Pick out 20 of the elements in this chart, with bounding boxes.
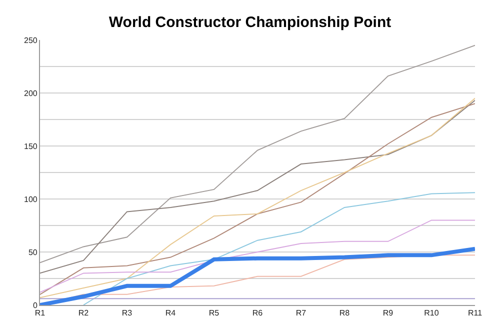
y-tick-label: 0	[32, 300, 38, 310]
line-series	[83, 192, 475, 305]
x-tick-label: R6	[252, 308, 264, 318]
x-tick-label: R9	[382, 308, 394, 318]
x-tick-label: R5	[208, 308, 220, 318]
y-tick-label: 50	[28, 248, 38, 257]
x-tick-label: R8	[339, 308, 350, 318]
y-tick-label: 250	[24, 36, 38, 45]
line-series	[40, 220, 475, 293]
x-tick-label: R3	[122, 308, 133, 318]
x-tick-label: R11	[468, 308, 483, 318]
chart-title: World Constructor Championship Point	[108, 14, 392, 32]
y-tick-label: 100	[24, 194, 38, 204]
x-tick-label: R4	[165, 308, 176, 318]
x-tick-label: R7	[296, 308, 307, 318]
x-tick-label: R2	[78, 308, 90, 318]
x-tick-label: R1	[34, 308, 46, 318]
x-tick-label: R10	[424, 308, 440, 318]
y-tick-label: 200	[24, 88, 38, 98]
y-tick-label: 150	[24, 142, 38, 151]
